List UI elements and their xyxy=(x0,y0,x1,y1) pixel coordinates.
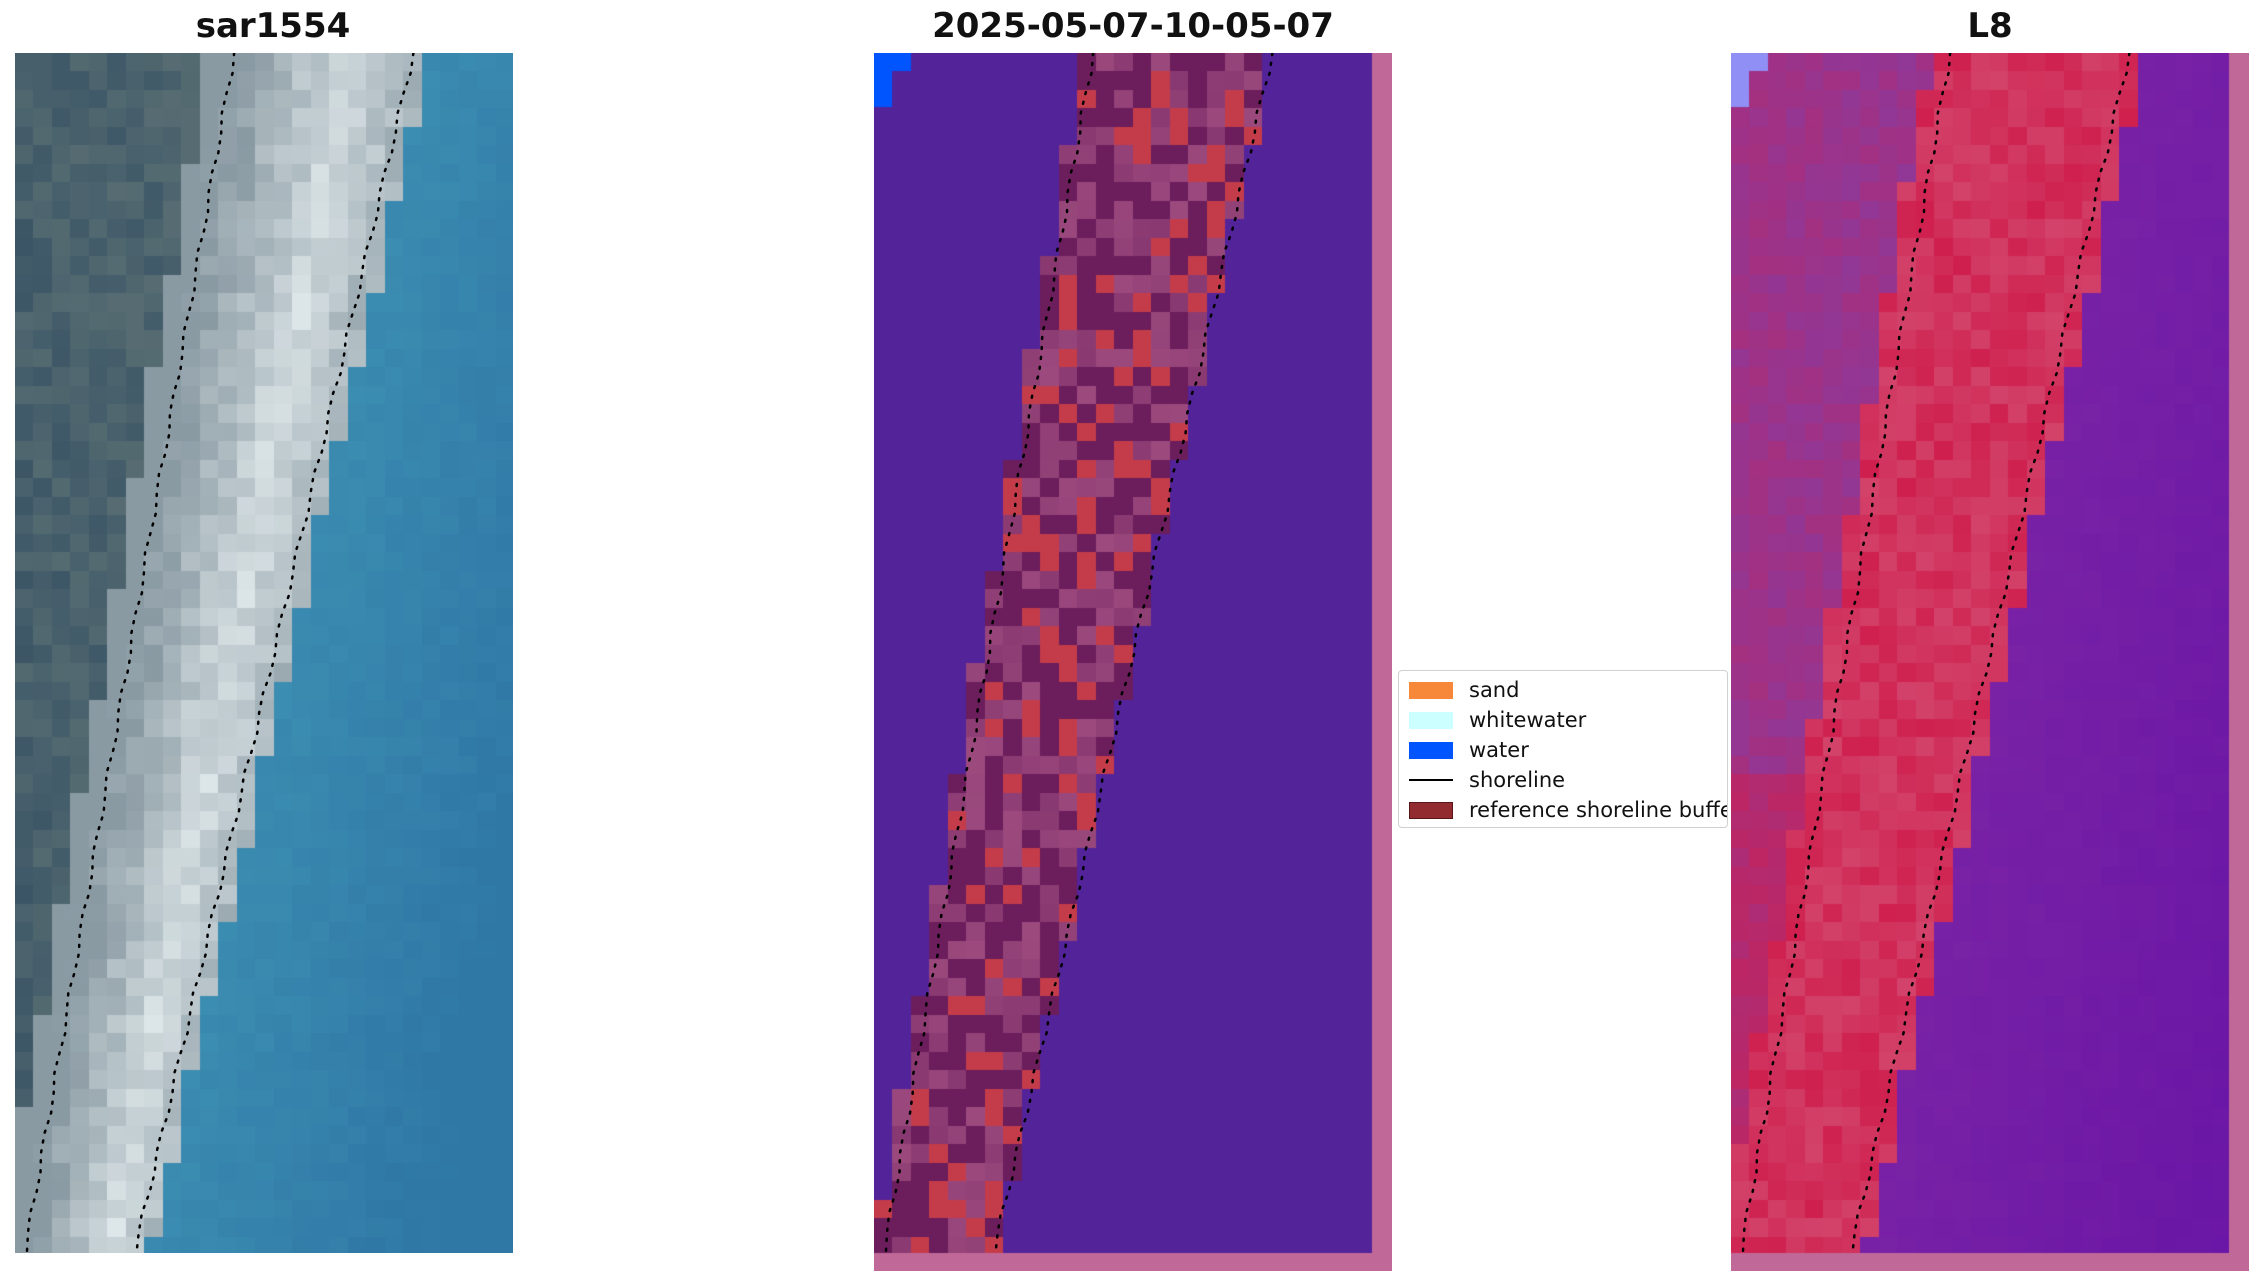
l8-index-image xyxy=(1731,53,2249,1271)
legend: sand whitewater water shoreline referenc… xyxy=(1398,670,1728,828)
classified-image xyxy=(874,53,1392,1271)
rgb-image-panel xyxy=(15,53,513,1253)
whitewater-swatch xyxy=(1409,711,1453,729)
legend-label-sand: sand xyxy=(1469,678,1520,702)
panel-title-l8: L8 xyxy=(1967,6,2013,46)
sand-swatch xyxy=(1409,681,1453,699)
legend-label-water: water xyxy=(1469,738,1529,762)
legend-label-buffer: reference shoreline buffer xyxy=(1469,798,1728,822)
shoreline-overlay-l8 xyxy=(1741,53,2131,1255)
legend-item-water: water xyxy=(1409,737,1529,763)
classified-image-panel xyxy=(874,53,1392,1271)
buffer-swatch xyxy=(1409,801,1453,819)
panel-title-classified: 2025-05-07-10-05-07 xyxy=(932,6,1334,46)
shoreline-line-swatch xyxy=(1409,779,1453,781)
legend-item-sand: sand xyxy=(1409,677,1519,703)
legend-item-buffer: reference shoreline buffer xyxy=(1409,797,1728,823)
panel-title-rgb: sar1554 xyxy=(195,6,351,46)
shoreline-buffer-seaward-line xyxy=(135,53,415,1253)
legend-item-whitewater: whitewater xyxy=(1409,707,1586,733)
shoreline-buffer-landward-line xyxy=(884,53,1095,1255)
legend-label-shoreline: shoreline xyxy=(1469,768,1566,792)
water-swatch xyxy=(1409,741,1453,759)
rgb-satellite-image xyxy=(15,53,513,1253)
shoreline-overlay-rgb xyxy=(25,53,415,1253)
shoreline-buffer-seaward-line xyxy=(994,53,1274,1255)
shoreline-overlay-classified xyxy=(884,53,1274,1255)
shoreline-buffer-seaward-line xyxy=(1851,53,2131,1255)
legend-label-whitewater: whitewater xyxy=(1469,708,1587,732)
shoreline-buffer-landward-line xyxy=(1741,53,1952,1255)
legend-item-shoreline: shoreline xyxy=(1409,767,1565,793)
shoreline-buffer-landward-line xyxy=(25,53,236,1253)
l8-image-panel xyxy=(1731,53,2249,1271)
